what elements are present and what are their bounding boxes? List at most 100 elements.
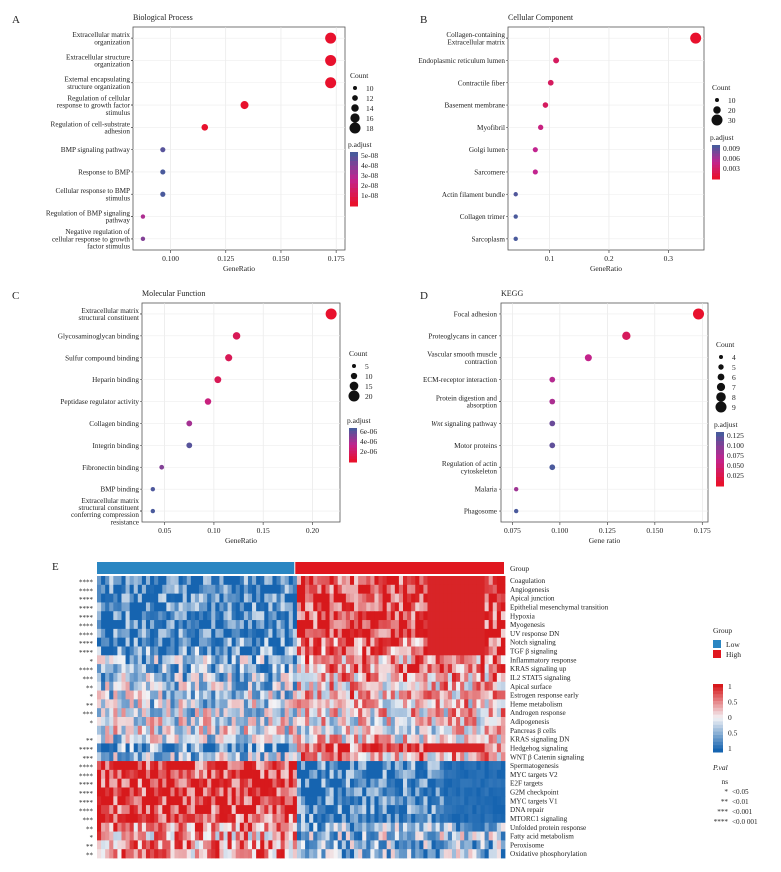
heatmap-cell (370, 769, 375, 780)
heatmap-cell (439, 637, 445, 647)
heatmap-cell (260, 646, 265, 656)
heatmap-cell (117, 734, 122, 744)
heatmap-cell (105, 725, 110, 736)
heatmap-cell (419, 664, 424, 674)
heatmap-cell (354, 593, 359, 603)
heatmap-cell (341, 584, 347, 595)
heatmap-cell (423, 690, 428, 700)
heatmap-cell (362, 840, 367, 850)
heatmap-cell (186, 761, 192, 771)
heatmap-cell (333, 672, 339, 683)
heatmap-cell (329, 655, 335, 665)
heatmap-cell (439, 752, 445, 762)
heatmap-cell (321, 584, 326, 595)
scale-legend-bar (713, 687, 723, 692)
heatmap-cell (333, 690, 339, 700)
heatmap-cell (268, 664, 273, 674)
heatmap-cell (301, 699, 306, 709)
heatmap-cell (117, 840, 122, 850)
heatmap-cell (170, 611, 175, 621)
heatmap-cell (211, 611, 216, 621)
heatmap-cell (321, 849, 326, 859)
heatmap-cell (264, 734, 269, 744)
heatmap-cell (252, 822, 257, 832)
heatmap-cell (215, 593, 220, 603)
heatmap-cell (243, 602, 249, 612)
size-legend-label: 18 (366, 124, 374, 133)
significance-mark: * (90, 693, 94, 701)
heatmap-cell (358, 743, 363, 753)
heatmap-cell (443, 761, 449, 771)
heatmap-cell (456, 690, 461, 700)
heatmap-cell (256, 725, 261, 736)
heatmap-cell (349, 796, 355, 806)
heatmap-cell (329, 576, 335, 586)
heatmap-cell (264, 690, 269, 700)
heatmap-cell (443, 769, 449, 780)
heatmap-cell (325, 796, 330, 806)
heatmap-cell (166, 796, 171, 806)
heatmap-cell (378, 752, 383, 762)
heatmap-cell (223, 778, 228, 788)
heatmap-cell (129, 628, 135, 639)
heatmap-cell (443, 805, 449, 815)
heatmap-cell (145, 761, 151, 771)
heatmap-cell (468, 611, 473, 621)
heatmap-cell (231, 593, 237, 603)
heatmap-cell (280, 717, 286, 727)
heatmap-cell (374, 637, 379, 647)
heatmap-cell (227, 628, 233, 639)
heatmap-cell (231, 672, 237, 683)
heatmap-cell (231, 840, 237, 850)
heatmap-cell (280, 769, 286, 780)
heatmap-cell (439, 664, 445, 674)
heatmap-cell (305, 681, 310, 691)
heatmap-cell (125, 752, 131, 762)
heatmap-cell (337, 681, 343, 691)
heatmap-cell (333, 840, 339, 850)
heatmap-cell (460, 655, 465, 665)
heatmap-cell (296, 717, 302, 727)
heatmap-cell (435, 593, 441, 603)
heatmap-cell (125, 664, 131, 674)
heatmap-cell (366, 584, 371, 595)
heatmap-cell (301, 813, 306, 824)
color-legend-title: p.adjust (714, 420, 738, 429)
heatmap-cell (317, 805, 322, 815)
heatmap-cell (349, 655, 355, 665)
heatmap-cell (382, 611, 388, 621)
heatmap-cell (329, 690, 335, 700)
heatmap-cell (227, 637, 233, 647)
heatmap-cell (451, 725, 457, 736)
heatmap-cell (370, 699, 375, 709)
heatmap-cell (370, 646, 375, 656)
heatmap-cell (158, 637, 163, 647)
heatmap-cell (219, 690, 224, 700)
color-legend-label: 4e-08 (361, 161, 378, 170)
heatmap-cell (235, 646, 241, 656)
heatmap-cell (345, 646, 351, 656)
heatmap-cell (296, 734, 302, 744)
heatmap-cell (174, 778, 179, 788)
heatmap-cell (215, 778, 220, 788)
heatmap-cell (199, 778, 204, 788)
heatmap-cell (125, 813, 131, 824)
heatmap-cell (435, 708, 441, 718)
heatmap-cell (207, 743, 212, 753)
heatmap-cell (321, 717, 326, 727)
heatmap-cell (109, 717, 114, 727)
heatmap-cell (337, 576, 343, 586)
heatmap-cell (150, 831, 155, 841)
heatmap-cell (292, 831, 298, 841)
heatmap-cell (141, 796, 147, 806)
heatmap-cell (325, 787, 330, 797)
heatmap-cell (215, 620, 220, 630)
size-legend-label: 10 (366, 84, 374, 93)
heatmap-cell (252, 708, 257, 718)
heatmap-cell (443, 849, 449, 859)
heatmap-cell (460, 761, 465, 771)
pathway-label: Spermatogenesis (510, 762, 559, 770)
heatmap-cell (329, 593, 335, 603)
heatmap-cell (411, 690, 416, 700)
heatmap-cell (374, 602, 379, 612)
